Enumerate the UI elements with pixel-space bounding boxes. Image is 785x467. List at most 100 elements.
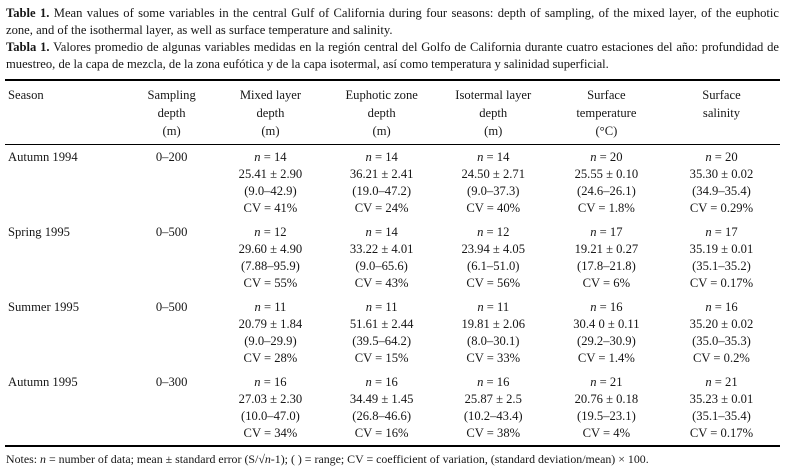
stat-cell-euphotic-zone: n = 11 51.61 ± 2.44 (39.5–64.2) CV = 15% [327,295,437,370]
cv-line: CV = 38% [466,426,521,440]
column-header-sampling-depth: Sampling depth (m) [129,80,215,145]
stat-cell-isothermal-layer: n = 12 23.94 ± 4.05 (6.1–51.0) CV = 56% [437,220,550,295]
table-row-autumn-1994: Autumn 1994 0–200 n = 14 25.41 ± 2.90 (9… [5,145,780,221]
sampling-depth-cell: 0–500 [155,225,188,239]
table-header: Season Sampling depth (m) Mixed layer de… [5,80,780,145]
n-line: n = 11 [477,300,510,314]
mean-line: 29.60 ± 4.90 [238,242,303,256]
table-row-autumn-1995: Autumn 1995 0–300 n = 16 27.03 ± 2.30 (1… [5,370,780,446]
n-line: n = 12 [254,225,287,239]
n-line: n = 21 [590,375,623,389]
stat-cell-isothermal-layer: n = 16 25.87 ± 2.5 (10.2–43.4) CV = 38% [437,370,550,446]
cv-line: CV = 4% [582,426,631,440]
data-table: Season Sampling depth (m) Mixed layer de… [5,79,780,447]
n-line: n = 16 [477,375,510,389]
stat-cell-surface-temperature: n = 17 19.21 ± 0.27 (17.8–21.8) CV = 6% [550,220,663,295]
mean-line: 30.4 0 ± 0.11 [573,317,640,331]
range-line: (8.0–30.1) [467,334,520,348]
mean-line: 35.20 ± 0.02 [689,317,754,331]
stat-cell-mixed-layer: n = 11 20.79 ± 1.84 (9.0–29.9) CV = 28% [214,295,326,370]
n-line: n = 14 [365,150,398,164]
range-line: (9.0–29.9) [244,334,297,348]
caption-spanish-text: Valores promedio de algunas variables me… [6,40,779,71]
cv-line: CV = 24% [354,201,409,215]
season-cell: Spring 1995 [8,225,70,239]
range-line: (7.88–95.9) [241,259,300,273]
cv-line: CV = 0.29% [689,201,754,215]
range-line: (26.8–46.6) [352,409,412,423]
header-row: Season Sampling depth (m) Mixed layer de… [5,80,780,145]
cv-line: CV = 34% [243,426,298,440]
n-line: n = 16 [590,300,623,314]
range-line: (35.1–35.4) [692,409,751,423]
cv-line: CV = 41% [243,201,298,215]
mean-line: 36.21 ± 2.41 [349,167,414,181]
cv-line: CV = 43% [354,276,409,290]
cv-line: CV = 0.2% [693,351,750,365]
caption-english-label: Table 1. [6,6,50,20]
column-header-surface-temperature: Surface temperature (°C) [549,80,663,145]
n-line: n = 12 [477,225,510,239]
n-line: n = 11 [365,300,398,314]
season-cell: Summer 1995 [8,300,80,314]
stat-cell-surface-temperature: n = 21 20.76 ± 0.18 (19.5–23.1) CV = 4% [550,370,663,446]
stat-cell-surface-salinity: n = 21 35.23 ± 0.01 (35.1–35.4) CV = 0.1… [663,370,780,446]
caption-spanish-label: Tabla 1. [6,40,50,54]
table-row-summer-1995: Summer 1995 0–500 n = 11 20.79 ± 1.84 (9… [5,295,780,370]
cv-line: CV = 28% [243,351,298,365]
cv-line: CV = 56% [466,276,521,290]
n-line: n = 14 [254,150,287,164]
range-line: (35.1–35.2) [692,259,751,273]
mean-line: 51.61 ± 2.44 [349,317,414,331]
mean-line: 35.30 ± 0.02 [689,167,754,181]
stat-cell-euphotic-zone: n = 14 36.21 ± 2.41 (19.0–47.2) CV = 24% [327,145,437,221]
range-line: (6.1–51.0) [467,259,520,273]
sampling-depth-cell: 0–300 [155,375,188,389]
n-line: n = 20 [590,150,623,164]
cv-line: CV = 0.17% [689,276,754,290]
stat-cell-isothermal-layer: n = 14 24.50 ± 2.71 (9.0–37.3) CV = 40% [437,145,550,221]
cv-line: CV = 33% [466,351,521,365]
range-line: (24.6–26.1) [577,184,636,198]
column-header-season: Season [5,80,129,145]
cv-line: CV = 1.8% [577,201,635,215]
cv-line: CV = 0.17% [689,426,754,440]
stat-cell-surface-salinity: n = 17 35.19 ± 0.01 (35.1–35.2) CV = 0.1… [663,220,780,295]
mean-line: 19.81 ± 2.06 [461,317,526,331]
stat-cell-mixed-layer: n = 14 25.41 ± 2.90 (9.0–42.9) CV = 41% [214,145,326,221]
season-cell: Autumn 1994 [8,150,78,164]
stat-cell-surface-salinity: n = 20 35.30 ± 0.02 (34.9–35.4) CV = 0.2… [663,145,780,221]
mean-line: 35.19 ± 0.01 [689,242,754,256]
mean-line: 24.50 ± 2.71 [461,167,526,181]
n-line: n = 11 [254,300,287,314]
range-line: (9.0–42.9) [244,184,297,198]
season-cell: Autumn 1995 [8,375,78,389]
stat-cell-mixed-layer: n = 16 27.03 ± 2.30 (10.0–47.0) CV = 34% [214,370,326,446]
range-line: (19.5–23.1) [577,409,636,423]
n-line: n = 16 [365,375,398,389]
n-line: n = 21 [705,375,738,389]
caption-english: Table 1. Mean values of some variables i… [6,5,779,73]
mean-line: 33.22 ± 4.01 [349,242,414,256]
sampling-depth-cell: 0–200 [155,150,188,164]
mean-line: 23.94 ± 4.05 [461,242,526,256]
mean-line: 25.41 ± 2.90 [238,167,303,181]
mean-line: 25.87 ± 2.5 [464,392,522,406]
column-header-mixed-layer-depth: Mixed layer depth (m) [214,80,327,145]
cv-line: CV = 15% [354,351,409,365]
sampling-depth-cell: 0–500 [155,300,188,314]
cv-line: CV = 40% [466,201,521,215]
range-line: (39.5–64.2) [352,334,412,348]
column-header-euphotic-zone-depth: Euphotic zone depth (m) [326,80,437,145]
range-line: (34.9–35.4) [692,184,751,198]
table-row-spring-1995: Spring 1995 0–500 n = 12 29.60 ± 4.90 (7… [5,220,780,295]
n-line: n = 17 [705,225,738,239]
n-line: n = 17 [590,225,623,239]
stat-cell-mixed-layer: n = 12 29.60 ± 4.90 (7.88–95.9) CV = 55% [214,220,326,295]
stat-cell-surface-salinity: n = 16 35.20 ± 0.02 (35.0–35.3) CV = 0.2… [663,295,780,370]
stat-cell-isothermal-layer: n = 11 19.81 ± 2.06 (8.0–30.1) CV = 33% [437,295,550,370]
column-header-isothermal-layer-depth: Isotermal layer depth (m) [436,80,550,145]
n-line: n = 14 [365,225,398,239]
mean-line: 25.55 ± 0.10 [574,167,639,181]
